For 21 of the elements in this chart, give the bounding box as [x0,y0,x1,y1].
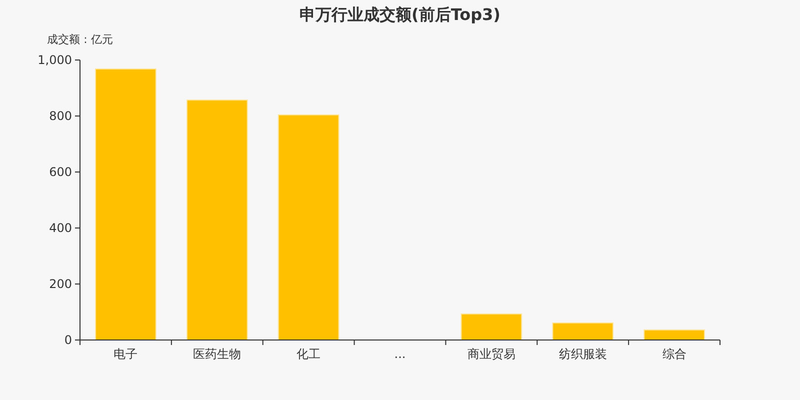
x-tick-label: 化工 [296,347,321,361]
x-tick-label: 纺织服装 [558,347,607,361]
x-tick-label: 商业贸易 [467,347,516,361]
bar [552,322,614,340]
y-tick-label: 400 [49,221,72,235]
y-axis-title: 成交额 : 亿元 [47,33,113,46]
x-tick-label: 医药生物 [193,347,242,361]
y-tick-label: 800 [49,109,72,123]
y-tick-label: 0 [64,333,72,347]
x-tick-label: 电子 [114,347,138,361]
bar [644,329,705,340]
bar [95,68,156,340]
bar [186,100,248,340]
bar [278,114,340,340]
y-tick-label: 600 [49,165,72,179]
x-tick-label: ... [394,347,406,361]
bar [460,313,522,340]
y-tick-label: 200 [49,277,72,291]
chart-title: 申万行业成交额(前后Top3) [300,5,500,24]
x-tick-label: 综合 [662,347,686,361]
y-tick-label: 1,000 [38,53,72,67]
